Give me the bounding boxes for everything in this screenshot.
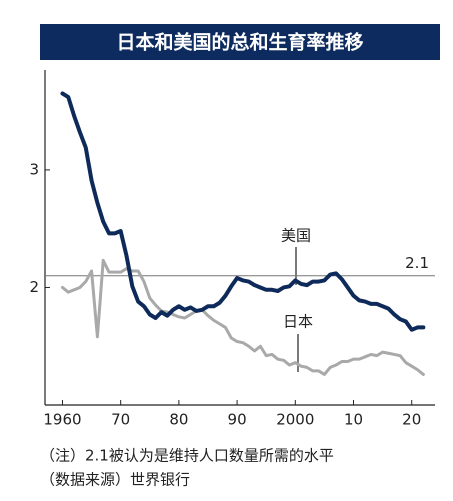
x-tick-label: 80 [169,411,188,429]
footnote: （数据来源）世界银行 [40,471,190,489]
series-line [60,91,426,332]
chart-title: 日本和美国的总和生育率推移 [116,31,363,54]
y-tick-label: 3 [29,160,39,178]
series-line [60,258,425,376]
title-bar [40,24,440,60]
y-tick-label: 2 [29,278,39,296]
x-tick-label: 20 [402,411,421,429]
annotation: 美国 [281,227,311,245]
x-tick-label: 70 [111,411,130,429]
footnote: （注）2.1被认为是维持人口数量所需的水平 [40,447,334,465]
annotation: 日本 [283,313,313,331]
x-tick-label: 2000 [276,411,314,429]
x-tick-label: 90 [228,411,247,429]
x-tick-label: 10 [344,411,363,429]
reference-label: 2.1 [405,254,429,272]
x-tick-label: 1960 [43,411,81,429]
